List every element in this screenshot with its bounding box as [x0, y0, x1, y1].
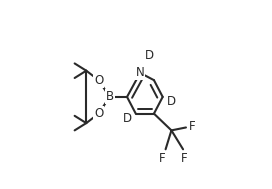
Text: D: D — [145, 49, 154, 62]
Text: F: F — [181, 153, 188, 166]
Text: D: D — [167, 95, 176, 108]
Text: O: O — [94, 74, 103, 87]
Text: F: F — [189, 120, 196, 133]
Text: D: D — [123, 112, 132, 125]
Text: F: F — [159, 152, 166, 165]
Text: O: O — [94, 107, 103, 120]
Text: B: B — [106, 90, 114, 103]
Text: N: N — [136, 66, 144, 79]
